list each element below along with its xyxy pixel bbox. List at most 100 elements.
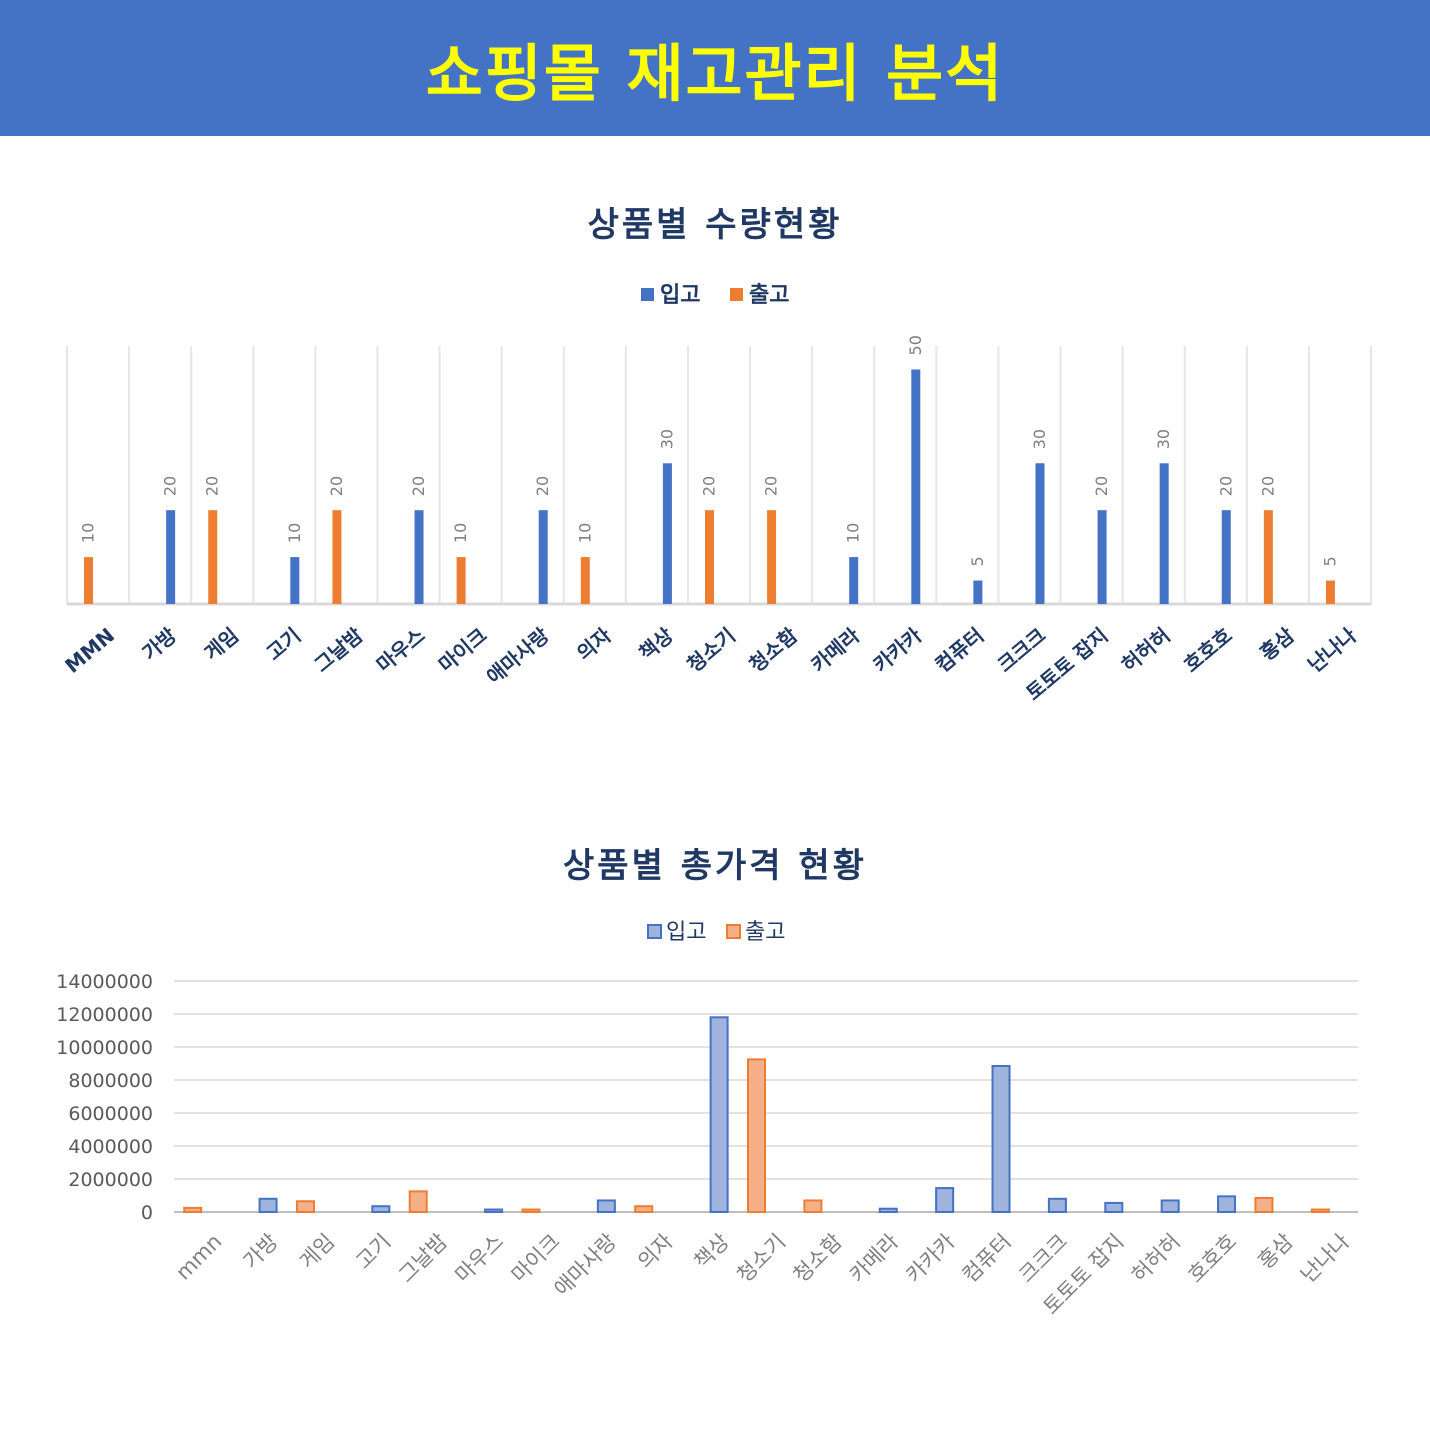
bar-in: [1104, 1201, 1124, 1213]
bar-in: [662, 463, 672, 604]
bar-in: [1047, 1197, 1067, 1213]
bar-in: [290, 557, 300, 604]
bar-in: [935, 1187, 955, 1214]
bar-out: [1310, 1208, 1330, 1213]
data-label: 20: [409, 476, 428, 496]
data-label: 20: [1216, 476, 1235, 496]
x-tick-label: 게임: [295, 1229, 339, 1273]
data-label: 20: [327, 476, 346, 496]
bar-in: [414, 510, 424, 604]
data-label: 30: [1030, 429, 1049, 449]
bar-in: [849, 557, 859, 604]
x-tick-label: 마우스: [372, 623, 430, 677]
bar-out: [408, 1190, 428, 1213]
x-tick-label: 책상: [634, 623, 678, 665]
bar-out: [521, 1208, 541, 1213]
legend-label-out: 출고: [745, 920, 785, 945]
x-tick-label: 호호호: [1179, 623, 1237, 677]
bar-out: [295, 1200, 315, 1213]
data-label: 10: [575, 523, 594, 543]
x-tick-label: 컴퓨터: [958, 1229, 1016, 1287]
x-tick-label: MMN: [60, 623, 119, 678]
bar-in: [1159, 463, 1169, 604]
x-tick-label: 홍삼: [1253, 1229, 1297, 1273]
y-tick-label: 4000000: [68, 1136, 153, 1158]
data-label: 20: [533, 476, 552, 496]
x-tick-label: 청소함: [744, 623, 802, 677]
bar-in: [1035, 463, 1045, 604]
data-label: 20: [203, 476, 222, 496]
x-tick-label: mmn: [171, 1229, 226, 1284]
x-tick-label: 가방: [239, 1229, 283, 1273]
bar-out: [580, 557, 590, 604]
data-label: 10: [451, 523, 470, 543]
data-label: 20: [1092, 476, 1111, 496]
x-tick-label: 가방: [138, 623, 182, 665]
x-tick-label: 청소기: [682, 623, 740, 677]
x-tick-label: 난나나: [1303, 623, 1361, 677]
data-label: 5: [968, 556, 987, 566]
x-tick-label: 게임: [200, 623, 244, 665]
x-tick-label: 난나나: [1296, 1229, 1354, 1287]
x-tick-label: 의자: [572, 623, 616, 665]
y-tick-label: 0: [141, 1202, 153, 1224]
x-tick-label: 청소함: [789, 1229, 847, 1287]
x-tick-label: 컴퓨터: [931, 623, 989, 677]
data-label: 50: [906, 335, 925, 355]
bar-out: [803, 1199, 823, 1214]
legend-swatch-out: [730, 288, 743, 301]
bar-in: [709, 1016, 729, 1213]
legend-swatch-out: [726, 924, 741, 939]
bar-in: [1217, 1195, 1237, 1214]
bar-out: [634, 1205, 654, 1214]
bar-out: [183, 1206, 203, 1213]
x-tick-label: 그날밤: [310, 623, 368, 677]
bar-in: [1221, 510, 1231, 604]
x-tick-label: 카카카: [901, 1229, 959, 1287]
bar-in: [484, 1208, 504, 1213]
legend-label-in: 입고: [660, 283, 700, 308]
x-tick-label: 애마사랑: [550, 1229, 622, 1301]
bar-out: [1325, 580, 1335, 604]
header-banner: 쇼핑몰 재고관리 분석: [0, 0, 1430, 136]
x-tick-label: 카카카: [869, 623, 927, 677]
x-tick-label: 고기: [351, 1229, 395, 1273]
bar-in: [991, 1064, 1011, 1213]
bar-in: [1097, 510, 1107, 604]
x-tick-label: 청소기: [732, 1229, 790, 1287]
bar-in: [596, 1199, 616, 1214]
data-label: 30: [657, 429, 676, 449]
legend-swatch-in: [641, 288, 654, 301]
bar-in: [878, 1207, 898, 1214]
x-tick-label: 홍삼: [1255, 623, 1299, 665]
x-tick-label: 허허허: [1127, 1229, 1185, 1287]
x-tick-label: 카메라: [806, 623, 864, 677]
data-label: 20: [762, 476, 781, 496]
x-tick-label: 호호호: [1183, 1229, 1241, 1287]
x-tick-label: 그날밤: [394, 1229, 452, 1287]
bar-in: [371, 1205, 391, 1214]
bar-out: [1254, 1196, 1274, 1214]
data-label: 20: [700, 476, 719, 496]
bar-out: [456, 557, 466, 604]
y-tick-label: 8000000: [68, 1070, 153, 1092]
y-tick-label: 14000000: [56, 971, 153, 993]
x-tick-label: 카메라: [845, 1229, 903, 1287]
x-tick-label: 의자: [633, 1229, 677, 1273]
page-title: 쇼핑몰 재고관리 분석: [425, 37, 1005, 110]
legend-swatch-in: [647, 924, 662, 939]
data-label: 20: [1258, 476, 1277, 496]
bar-in: [538, 510, 548, 604]
data-label: 10: [79, 523, 98, 543]
legend-label-in: 입고: [666, 920, 706, 945]
bar-in: [1160, 1199, 1180, 1214]
data-label: 30: [1154, 429, 1173, 449]
x-tick-label: 애마사랑: [482, 623, 554, 689]
bar-out: [332, 510, 342, 604]
bar-in: [166, 510, 176, 604]
bar-in: [973, 580, 983, 604]
bar-in: [258, 1197, 278, 1213]
chart-title: 상품별 총가격 현황: [563, 846, 867, 886]
